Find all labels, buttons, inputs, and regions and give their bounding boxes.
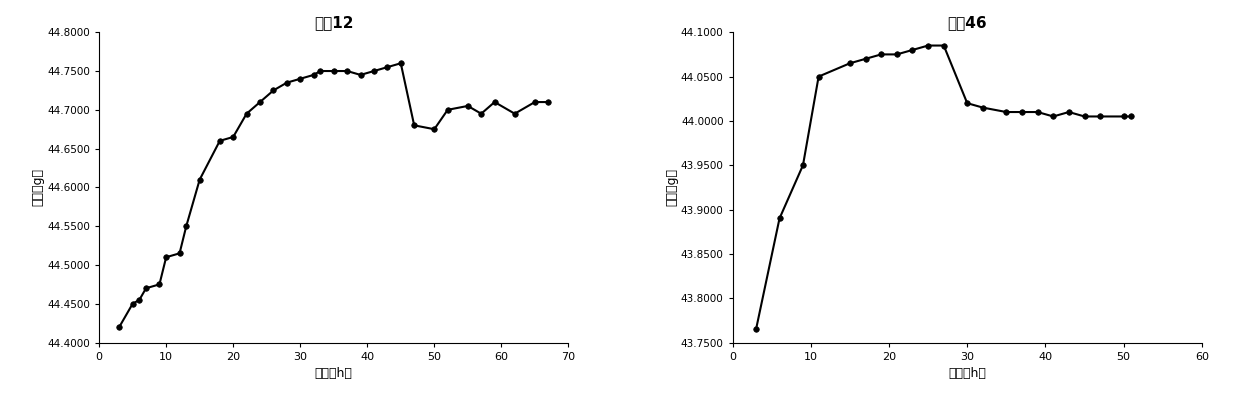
Y-axis label: 质量（g）: 质量（g）: [665, 168, 678, 206]
X-axis label: 时间（h）: 时间（h）: [315, 367, 353, 380]
Y-axis label: 质量（g）: 质量（g）: [31, 168, 45, 206]
X-axis label: 时间（h）: 时间（h）: [948, 367, 986, 380]
Title: 岩心46: 岩心46: [948, 15, 987, 30]
Title: 岩心12: 岩心12: [313, 15, 353, 30]
